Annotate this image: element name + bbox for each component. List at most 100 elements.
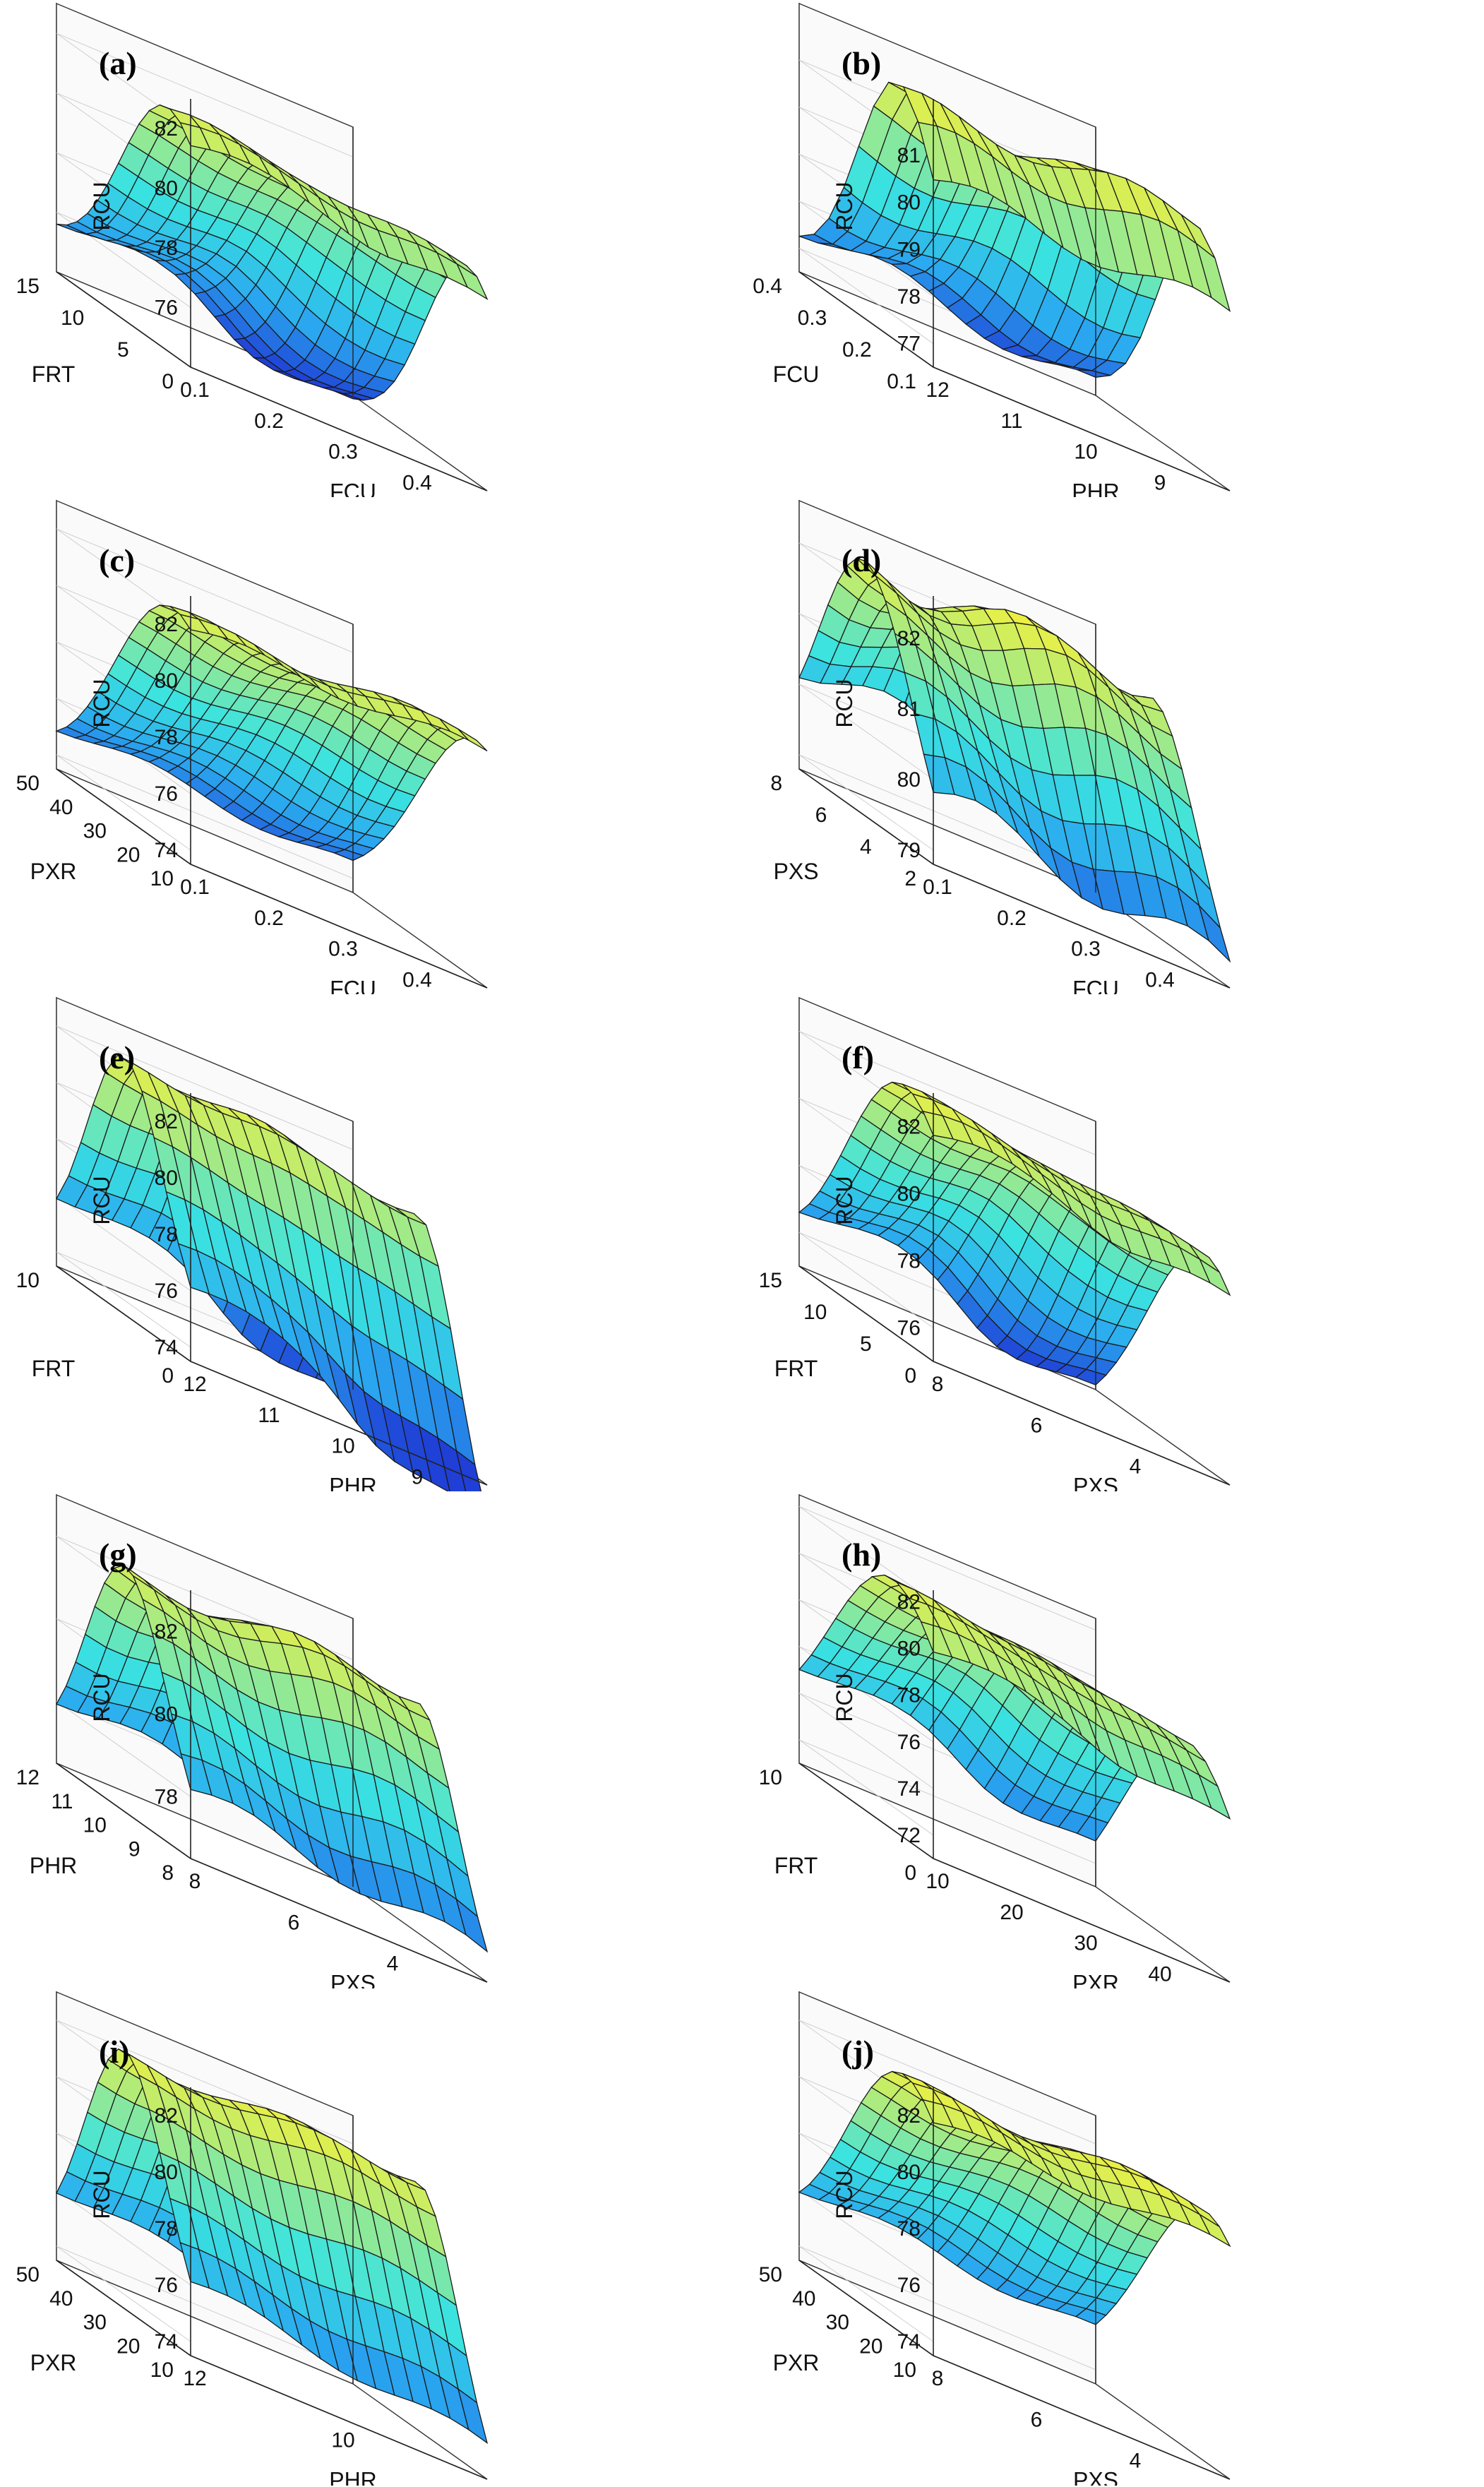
x-axis-line <box>933 1858 1231 1983</box>
z-tick-label: 76 <box>897 2274 921 2297</box>
z-tick-label: 80 <box>897 1638 921 1661</box>
y-tick-label: 50 <box>16 772 40 795</box>
x-tick-label: 9 <box>412 1465 424 1489</box>
x-axis-line <box>933 2355 1231 2480</box>
axes-front <box>798 1590 1231 1983</box>
surface-plot-h: 7274767880821020304050010PXRFRTRCU(h) <box>759 1493 1231 1989</box>
x-tick-label: 0.2 <box>997 907 1027 930</box>
panel-label: (h) <box>842 1537 881 1573</box>
z-gridline <box>798 2246 1096 2370</box>
z-tick-label: 80 <box>155 669 178 693</box>
z-tick-label: 78 <box>897 285 921 309</box>
panel-label: (i) <box>99 2034 129 2070</box>
y-tick-label: 40 <box>49 2287 73 2310</box>
z-tick-label: 82 <box>155 2104 178 2128</box>
x-axis-label: FCU <box>330 977 376 995</box>
x-tick-label: 0.3 <box>1071 938 1101 961</box>
x-axis-label: PXR <box>1072 1971 1119 1989</box>
surface-mesh <box>56 104 489 401</box>
axes-front <box>798 1093 1231 1486</box>
z-tick-label: 76 <box>155 782 178 806</box>
z-tick-label: 81 <box>897 144 921 167</box>
y-tick-label: 0 <box>904 1861 916 1885</box>
x-tick-label: 40 <box>1148 1962 1171 1986</box>
y-axis-line <box>798 2260 934 2356</box>
surface-plot-f: 767880828642051015PXSFRTRCU(f) <box>759 996 1231 1491</box>
x-axis-line <box>933 864 1231 989</box>
surface-patch <box>455 1450 482 1491</box>
axes-front <box>56 1590 488 1983</box>
x-tick-label: 6 <box>1031 1414 1043 1437</box>
y-tick-label: 0 <box>162 1364 174 1388</box>
x-tick-label: 0.1 <box>923 876 952 899</box>
z-gridline <box>56 528 354 653</box>
x-tick-label: 8 <box>189 1870 201 1893</box>
panel-g: 788082864289101112PXSPHRRCU(g) <box>0 1491 741 1988</box>
axes-front <box>798 2087 1231 2480</box>
z-tick-label: 80 <box>155 1702 178 1726</box>
y-axis-label: PXR <box>30 2350 77 2375</box>
z-tick-label: 78 <box>897 1250 921 1273</box>
y-tick-label: 50 <box>759 2263 782 2286</box>
surface-patch <box>1198 905 1231 963</box>
y-tick-label: 20 <box>859 2334 882 2358</box>
z-tick-label: 80 <box>897 768 921 792</box>
y-tick-label: 6 <box>815 804 827 827</box>
y-axis-line <box>798 768 934 865</box>
y-tick-label: 11 <box>51 1790 73 1813</box>
panel-i: 7476788082121081020304050PHRPXRRCU(i) <box>0 1988 741 2486</box>
panel-label: (b) <box>842 45 881 81</box>
z-tick-label: 72 <box>897 1824 921 1847</box>
x-tick-label: 4 <box>387 1952 399 1976</box>
surface-mesh <box>798 2070 1231 2325</box>
z-tick-label: 82 <box>897 1116 921 1139</box>
surface-plot-c: 74767880820.10.20.30.40.51020304050FCUPX… <box>16 499 488 995</box>
x-axis-label: PHR <box>329 2468 377 2486</box>
axes-front <box>56 596 488 989</box>
z-tick-label: 82 <box>155 1110 178 1133</box>
y-tick-label: 4 <box>860 835 872 859</box>
y-tick-label: 15 <box>16 275 40 298</box>
y-tick-label: 20 <box>116 2334 140 2358</box>
z-tick-label: 76 <box>897 1731 921 1754</box>
z-tick-label: 78 <box>155 1223 178 1246</box>
surface-mesh <box>56 2048 489 2445</box>
panel-h: 7274767880821020304050010PXRFRTRCU(h) <box>743 1491 1484 1988</box>
panel-c: 74767880820.10.20.30.40.51020304050FCUPX… <box>0 497 741 994</box>
x-tick-label: 8 <box>932 2367 944 2390</box>
z-axis-label: RCU <box>832 1673 857 1722</box>
panel-label: (e) <box>99 1039 135 1075</box>
x-tick-label: 0.4 <box>402 968 432 991</box>
z-axis-label: RCU <box>89 181 114 230</box>
x-axis-line <box>190 366 488 491</box>
z-tick-label: 77 <box>897 333 921 356</box>
panel-b: 7778798081121110980.10.20.30.4PHRFCURCU(… <box>743 0 1484 497</box>
x-tick-label: 4 <box>1130 1455 1142 1479</box>
z-tick-label: 76 <box>155 2274 178 2297</box>
z-axis-label: RCU <box>832 679 857 727</box>
y-axis-label: FRT <box>32 362 76 387</box>
z-tick-label: 82 <box>897 627 921 650</box>
x-axis-line <box>190 1361 488 1486</box>
x-tick-label: 8 <box>932 1373 944 1396</box>
z-tick-label: 78 <box>155 1785 178 1808</box>
surface-plot-b: 7778798081121110980.10.20.30.4PHRFCURCU(… <box>753 2 1231 497</box>
z-tick-label: 74 <box>897 1777 921 1801</box>
y-axis-line <box>56 1265 191 1362</box>
x-axis-label: FCU <box>330 479 376 498</box>
x-axis-line <box>933 1361 1231 1486</box>
z-gridline <box>56 32 354 157</box>
axes-front <box>798 99 1231 491</box>
z-gridline <box>798 754 1096 879</box>
y-tick-label: 0.2 <box>842 338 872 362</box>
z-gridline <box>56 754 354 879</box>
z-tick-label: 78 <box>155 2217 178 2241</box>
x-tick-label: 6 <box>1031 2408 1043 2431</box>
z-tick-label: 78 <box>155 237 178 260</box>
y-axis-label: FRT <box>774 1356 818 1381</box>
y-tick-label: 10 <box>16 1269 40 1292</box>
z-tick-label: 76 <box>155 1280 178 1303</box>
x-tick-label: 11 <box>1000 410 1022 433</box>
